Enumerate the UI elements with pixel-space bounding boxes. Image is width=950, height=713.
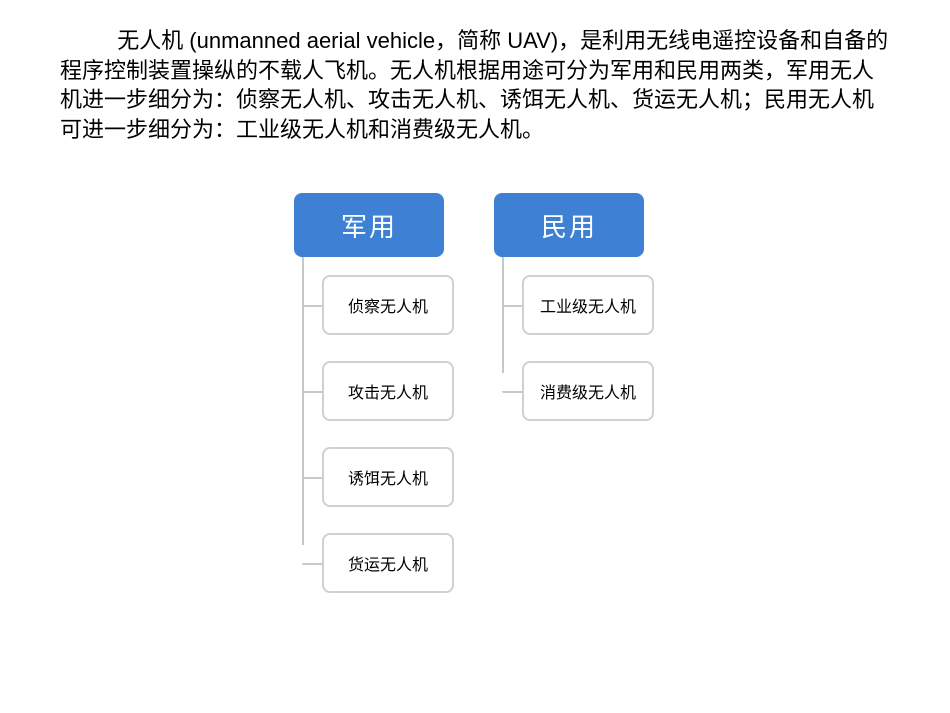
child-label: 侦察无人机 — [348, 293, 428, 317]
child-box: 侦察无人机 — [322, 275, 454, 335]
children-military: 侦察无人机 攻击无人机 诱饵无人机 货运无人机 — [284, 275, 454, 593]
connector-hline — [502, 305, 522, 307]
child-item: 货运无人机 — [322, 533, 454, 593]
connector-hline — [302, 305, 322, 307]
child-box: 攻击无人机 — [322, 361, 454, 421]
column-military: 军用 侦察无人机 攻击无人机 诱饵无人机 货运无人机 — [284, 193, 454, 593]
child-label: 消费级无人机 — [540, 379, 636, 403]
header-civil-label: 民用 — [541, 207, 597, 244]
child-item: 侦察无人机 — [322, 275, 454, 335]
child-box: 工业级无人机 — [522, 275, 654, 335]
child-label: 货运无人机 — [348, 551, 428, 575]
children-civil: 工业级无人机 消费级无人机 — [484, 275, 654, 421]
connector-hline — [302, 477, 322, 479]
header-military-label: 军用 — [341, 207, 397, 244]
header-military: 军用 — [294, 193, 444, 257]
child-item: 诱饵无人机 — [322, 447, 454, 507]
connector-vline — [502, 257, 504, 373]
child-item: 工业级无人机 — [522, 275, 654, 335]
child-item: 攻击无人机 — [322, 361, 454, 421]
intro-paragraph: 无人机 (unmanned aerial vehicle，简称 UAV)，是利用… — [60, 26, 890, 145]
header-civil: 民用 — [494, 193, 644, 257]
child-label: 攻击无人机 — [348, 379, 428, 403]
connector-vline — [302, 257, 304, 545]
connector-hline — [302, 563, 322, 565]
child-box: 消费级无人机 — [522, 361, 654, 421]
column-civil: 民用 工业级无人机 消费级无人机 — [484, 193, 654, 593]
child-box: 诱饵无人机 — [322, 447, 454, 507]
child-label: 诱饵无人机 — [348, 465, 428, 489]
child-box: 货运无人机 — [322, 533, 454, 593]
child-label: 工业级无人机 — [540, 293, 636, 317]
classification-diagram: 军用 侦察无人机 攻击无人机 诱饵无人机 货运无人机 民用 — [284, 193, 654, 593]
connector-hline — [302, 391, 322, 393]
connector-hline — [502, 391, 522, 393]
child-item: 消费级无人机 — [522, 361, 654, 421]
